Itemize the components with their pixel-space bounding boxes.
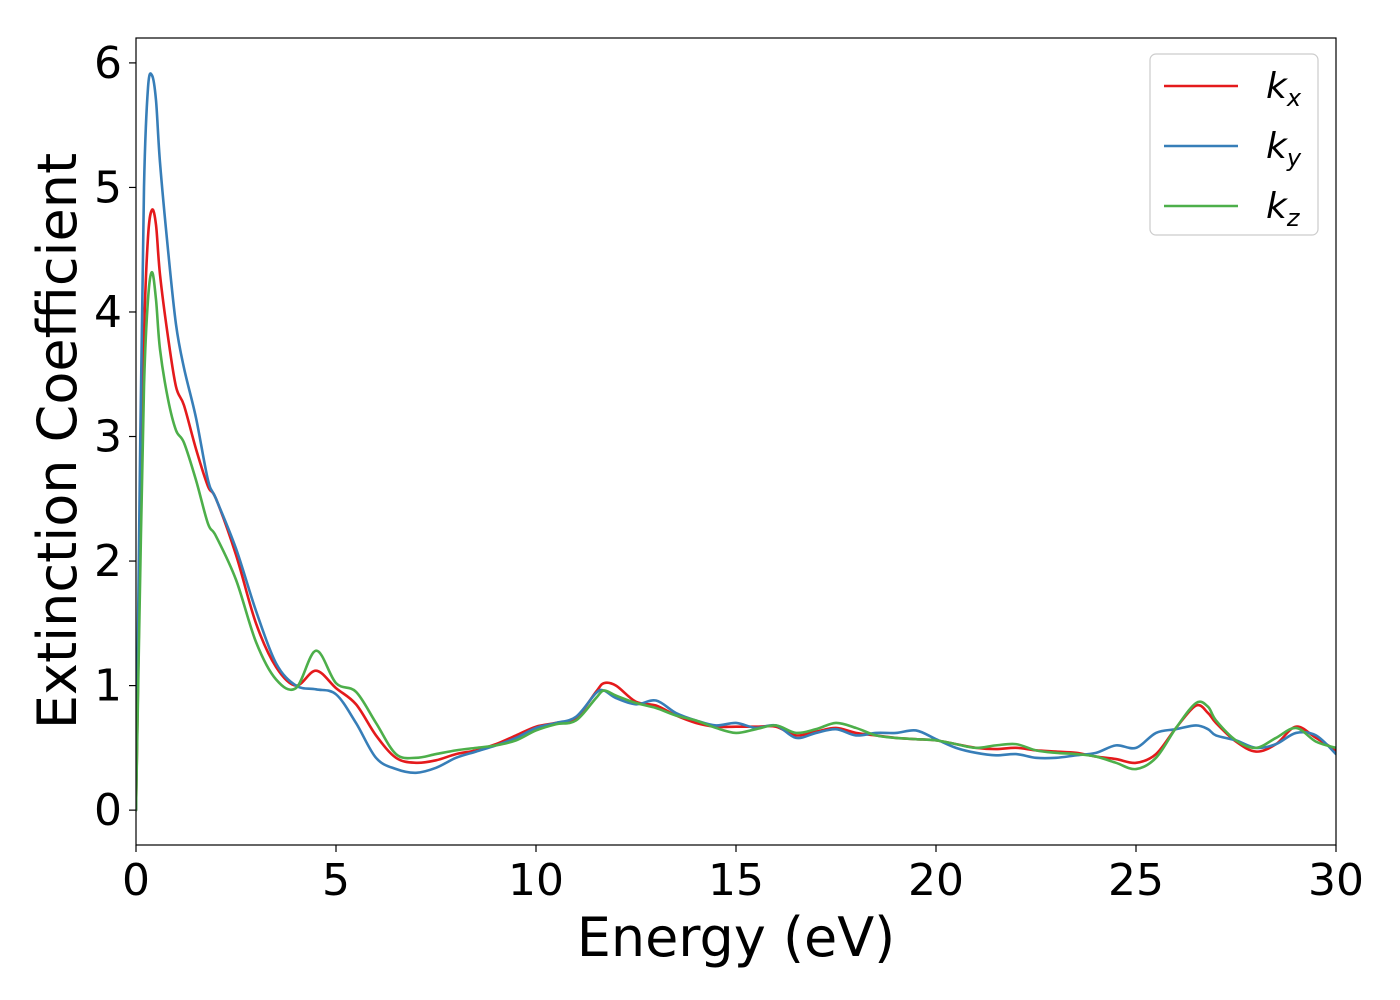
y-tick-label: 6 <box>94 38 122 89</box>
y-tick-label: 4 <box>94 287 122 338</box>
x-tick-label: 15 <box>708 855 764 906</box>
y-axis-title: Extinction Coefficient <box>26 153 89 729</box>
y-tick-label: 1 <box>94 661 122 712</box>
series-line-z <box>136 270 1336 812</box>
y-axis-ticks: 0 1 2 3 4 5 6 <box>94 38 136 836</box>
x-tick-label: 0 <box>122 855 150 906</box>
series-layer <box>136 72 1336 812</box>
series-line-y <box>136 72 1336 812</box>
y-tick-label: 0 <box>94 785 122 836</box>
x-tick-label: 25 <box>1108 855 1164 906</box>
legend-label-z: kz <box>1266 186 1301 232</box>
x-tick-label: 10 <box>508 855 564 906</box>
x-axis-ticks: 0 5 10 15 20 25 30 <box>122 845 1364 906</box>
x-tick-label: 5 <box>322 855 350 906</box>
y-tick-label: 2 <box>94 536 122 587</box>
legend-label-y: ky <box>1266 126 1302 172</box>
y-tick-label: 5 <box>94 162 122 213</box>
legend-box <box>1149 53 1319 236</box>
y-tick-label: 3 <box>94 412 122 463</box>
x-tick-label: 20 <box>908 855 964 906</box>
x-tick-label: 30 <box>1308 855 1364 906</box>
legend: kx ky kz <box>1149 53 1319 236</box>
legend-label-x: kx <box>1266 66 1302 112</box>
x-axis-title: Energy (eV) <box>577 906 896 969</box>
